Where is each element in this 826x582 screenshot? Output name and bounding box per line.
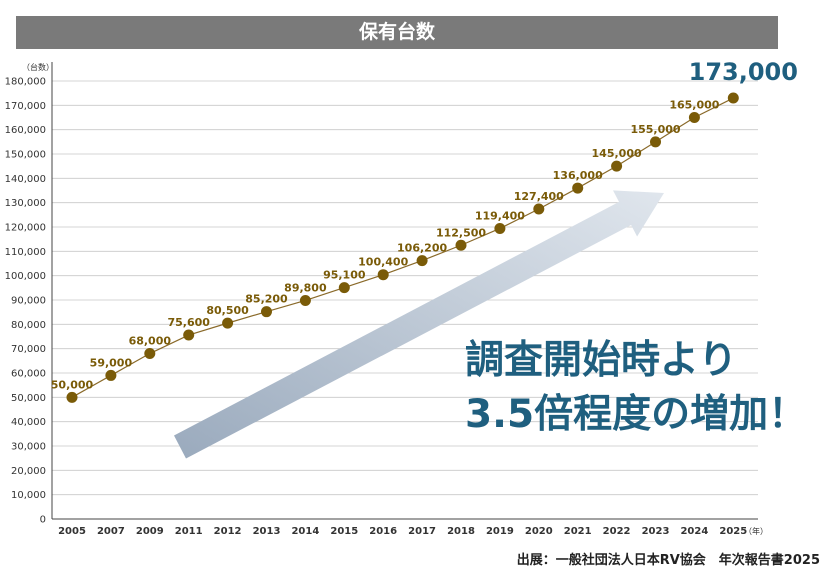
- data-label: 106,200: [397, 242, 447, 255]
- source-note: 出展：一般社団法人日本RV協会 年次報告書2025: [516, 553, 820, 568]
- data-label: 145,000: [592, 147, 642, 160]
- x-tick-label: 2011: [175, 526, 203, 537]
- chart-title: 保有台数: [358, 21, 435, 43]
- data-point: [455, 239, 467, 251]
- y-tick-label: 100,000: [5, 271, 46, 282]
- data-label: 127,400: [514, 190, 564, 203]
- data-point: [688, 112, 700, 123]
- data-point: [611, 160, 623, 172]
- y-tick-label: 140,000: [5, 174, 46, 185]
- data-point: [299, 294, 311, 306]
- y-tick-label: 180,000: [5, 77, 46, 88]
- data-point: [222, 317, 234, 329]
- data-points: [66, 92, 739, 403]
- data-point: [533, 203, 545, 215]
- data-point: [261, 306, 272, 318]
- data-label: 50,000: [51, 378, 94, 391]
- x-tick-label: 2007: [97, 526, 125, 537]
- y-tick-label: 80,000: [11, 320, 46, 331]
- y-tick-label: 60,000: [11, 369, 46, 380]
- trend-arrow: [174, 190, 664, 459]
- data-label-final: 173,000: [689, 58, 798, 86]
- data-label: 80,500: [206, 304, 249, 317]
- y-tick-label: 50,000: [11, 393, 46, 404]
- y-tick-label: 170,000: [5, 101, 46, 112]
- data-label: 136,000: [553, 169, 603, 182]
- x-tick-label: 2021: [564, 526, 592, 537]
- y-tick-label: 130,000: [5, 198, 46, 209]
- y-tick-label: 90,000: [11, 296, 46, 307]
- x-tick-label: 2018: [447, 526, 475, 537]
- x-tick-label: 2015: [330, 526, 358, 537]
- x-tick-label: 2012: [214, 526, 242, 537]
- chart-title-bar: 保有台数: [16, 16, 778, 49]
- data-point: [416, 255, 428, 267]
- data-label: 85,200: [245, 293, 288, 306]
- data-point: [494, 222, 506, 234]
- data-labels: 50,000 59,000 68,000 75,60080,50085,20089,8…: [51, 58, 798, 391]
- x-tick-labels: 2005 2007 2009 2011 2012 2013 2014 2015 2016 2017…: [58, 526, 747, 537]
- data-label: 165,000: [669, 99, 719, 112]
- x-tick-label: 2009: [136, 526, 164, 537]
- x-tick-label: 2020: [525, 526, 553, 537]
- data-point: [144, 348, 156, 360]
- data-point: [572, 182, 584, 194]
- y-tick-label: 160,000: [5, 125, 46, 136]
- data-label: 100,400: [358, 256, 408, 269]
- data-point: [66, 391, 78, 403]
- y-tick-label: 70,000: [11, 344, 46, 355]
- x-tick-label: 2016: [369, 526, 397, 537]
- data-label: 75,600: [167, 316, 210, 329]
- data-label: 89,800: [284, 281, 327, 294]
- data-point: [338, 282, 350, 294]
- x-axis-unit: （年）: [744, 526, 768, 536]
- y-tick-label: 20,000: [11, 466, 46, 477]
- y-tick-labels: 0 10,000 20,000 30,000 40,000 50,000 60,000 70,…: [5, 77, 46, 526]
- data-point: [377, 269, 389, 281]
- data-label: 119,400: [475, 209, 525, 222]
- y-axis-unit: （台数）: [22, 62, 54, 72]
- y-tick-label: 40,000: [11, 417, 46, 428]
- data-point: [727, 92, 739, 104]
- callout-line-1: 調査開始時より: [465, 338, 737, 383]
- x-tick-label: 2014: [291, 526, 319, 537]
- x-tick-label: 2019: [486, 526, 514, 537]
- series-line: [71, 97, 734, 398]
- x-tick-label: 2024: [680, 526, 708, 537]
- x-tick-label: 2022: [603, 526, 631, 537]
- y-tick-label: 150,000: [5, 150, 46, 161]
- data-point: [105, 369, 117, 381]
- data-label: 59,000: [90, 356, 133, 369]
- x-tick-label: 2023: [642, 526, 670, 537]
- x-tick-label: 2013: [253, 526, 281, 537]
- data-label: 112,500: [436, 226, 486, 239]
- data-point: [650, 136, 661, 148]
- data-label: 68,000: [129, 335, 172, 348]
- y-tick-label: 120,000: [5, 223, 46, 234]
- x-tick-label: 2025: [719, 526, 747, 537]
- y-tick-label: 110,000: [5, 247, 46, 258]
- x-tick-label: 2017: [408, 526, 436, 537]
- y-tick-label: 30,000: [11, 442, 46, 453]
- callout-line-2: 3.5倍程度の増加！: [465, 392, 807, 437]
- data-point: [183, 329, 195, 341]
- data-label: 95,100: [323, 269, 366, 282]
- y-tick-label: 0: [40, 515, 46, 526]
- x-tick-label: 2005: [58, 526, 86, 537]
- data-label: 155,000: [630, 123, 680, 136]
- y-tick-label: 10,000: [11, 490, 46, 501]
- axes: [51, 62, 758, 520]
